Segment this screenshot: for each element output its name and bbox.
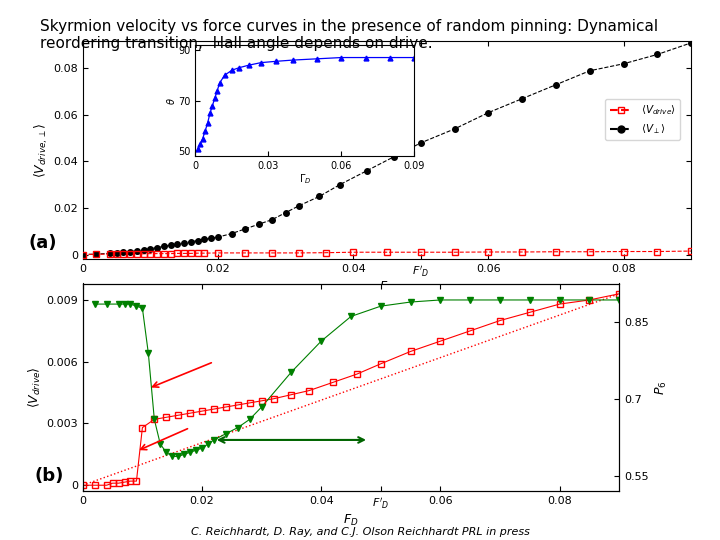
Y-axis label: $\langle V_{drive,\perp} \rangle$: $\langle V_{drive,\perp} \rangle$: [33, 122, 50, 178]
Y-axis label: $P_6$: $P_6$: [654, 380, 670, 395]
X-axis label: $F_D$: $F_D$: [343, 512, 359, 528]
Text: (a): (a): [28, 234, 57, 252]
Legend: $\langle V_{drive} \rangle$, $\langle V_\perp \rangle$: $\langle V_{drive} \rangle$, $\langle V_…: [606, 99, 680, 140]
Text: (b): (b): [35, 467, 64, 485]
X-axis label: $F_D$: $F_D$: [379, 280, 395, 295]
Text: Skyrmion velocity vs force curves in the presence of random pinning: Dynamical
r: Skyrmion velocity vs force curves in the…: [40, 19, 658, 51]
Y-axis label: $\langle V_{drive} \rangle$: $\langle V_{drive} \rangle$: [27, 367, 43, 408]
Text: C. Reichhardt, D. Ray, and C.J. Olson Reichhardt PRL in press: C. Reichhardt, D. Ray, and C.J. Olson Re…: [191, 526, 529, 537]
